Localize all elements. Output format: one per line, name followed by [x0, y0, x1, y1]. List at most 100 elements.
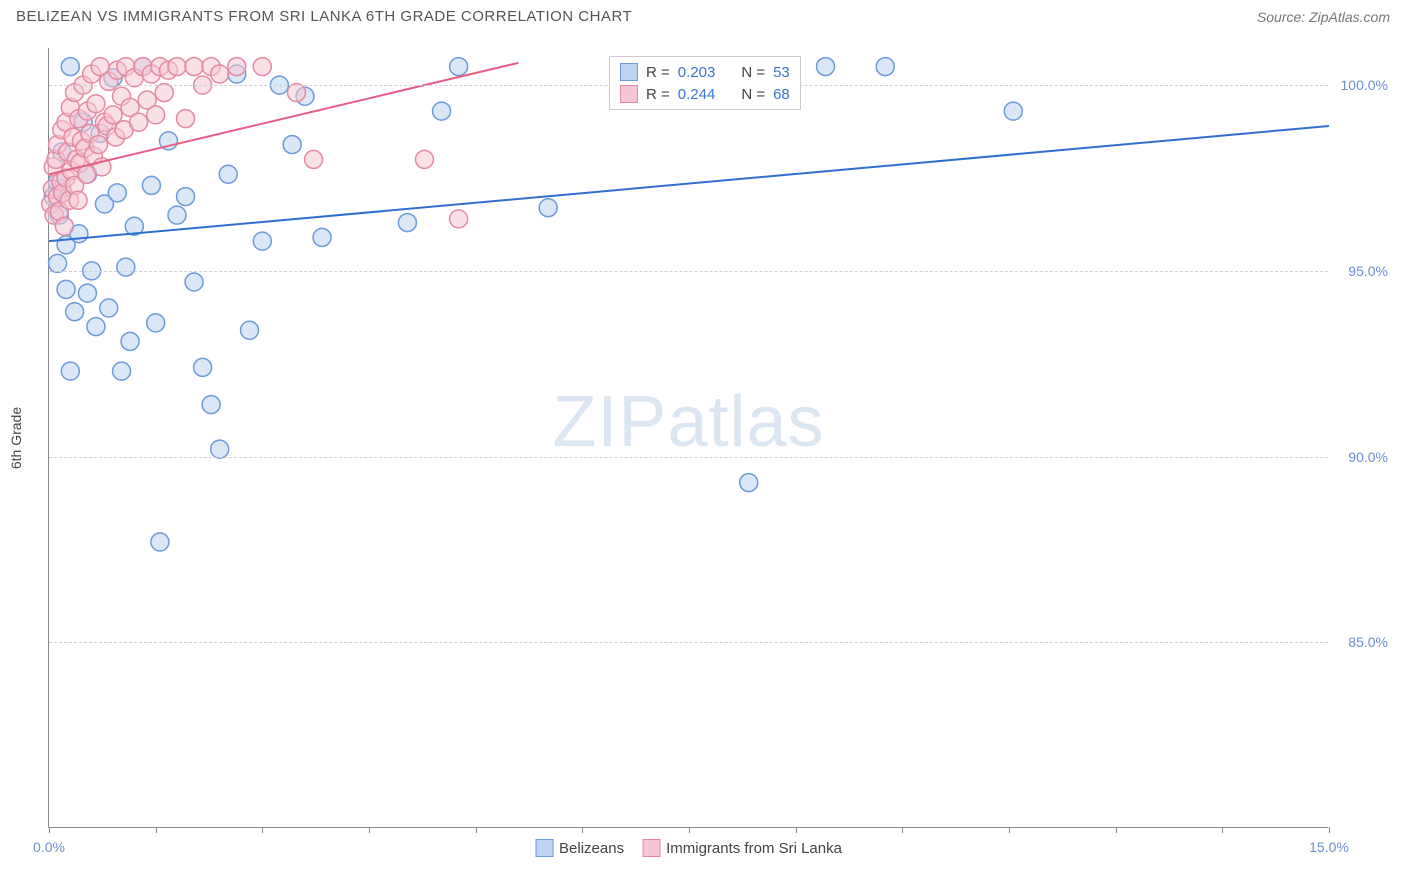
x-tick-label: 15.0% [1309, 839, 1349, 855]
legend-swatch [620, 85, 638, 103]
legend-swatch [535, 839, 553, 857]
scatter-point [185, 273, 203, 291]
x-tick [902, 827, 903, 833]
x-tick [689, 827, 690, 833]
scatter-point [287, 84, 305, 102]
legend-series-item: Immigrants from Sri Lanka [642, 839, 842, 857]
x-tick [49, 827, 50, 833]
scatter-point [185, 58, 203, 76]
scatter-point [168, 58, 186, 76]
scatter-point [142, 176, 160, 194]
y-tick-label: 90.0% [1333, 449, 1388, 465]
y-tick-label: 100.0% [1333, 77, 1388, 93]
plot-area: ZIPatlas 85.0%90.0%95.0%100.0%0.0%15.0%R… [48, 48, 1328, 828]
scatter-point [57, 280, 75, 298]
scatter-point [450, 210, 468, 228]
scatter-point [87, 318, 105, 336]
scatter-point [219, 165, 237, 183]
scatter-point [415, 150, 433, 168]
scatter-point [740, 474, 758, 492]
legend-series: Belizeans Immigrants from Sri Lanka [535, 839, 842, 857]
scatter-point [283, 136, 301, 154]
x-tick [1009, 827, 1010, 833]
scatter-point [177, 110, 195, 128]
scatter-point [87, 95, 105, 113]
legend-r-value: 0.244 [678, 86, 716, 103]
y-axis-label: 6th Grade [8, 407, 24, 469]
scatter-point [305, 150, 323, 168]
x-tick [796, 827, 797, 833]
x-tick [476, 827, 477, 833]
x-tick-label: 0.0% [33, 839, 65, 855]
scatter-point [147, 106, 165, 124]
scatter-point [817, 58, 835, 76]
legend-n-value: 53 [773, 64, 790, 81]
trend-line [49, 126, 1329, 241]
scatter-point [211, 440, 229, 458]
legend-row: R = 0.203 N = 53 [620, 61, 790, 83]
scatter-point [253, 232, 271, 250]
scatter-point [69, 191, 87, 209]
gridline-h [49, 642, 1328, 643]
scatter-point [61, 58, 79, 76]
chart-container: 6th Grade ZIPatlas 85.0%90.0%95.0%100.0%… [48, 48, 1388, 828]
scatter-point [177, 188, 195, 206]
scatter-point [876, 58, 894, 76]
scatter-point [211, 65, 229, 83]
x-tick [262, 827, 263, 833]
scatter-point [100, 299, 118, 317]
chart-svg [49, 48, 1329, 828]
y-tick-label: 85.0% [1333, 634, 1388, 650]
legend-n-label: N = [741, 86, 765, 103]
scatter-point [61, 362, 79, 380]
scatter-point [66, 303, 84, 321]
legend-series-label: Belizeans [559, 840, 624, 857]
legend-r-value: 0.203 [678, 64, 716, 81]
scatter-point [130, 113, 148, 131]
scatter-point [202, 396, 220, 414]
gridline-h [49, 457, 1328, 458]
scatter-point [108, 184, 126, 202]
scatter-point [113, 362, 131, 380]
legend-n-value: 68 [773, 86, 790, 103]
x-tick [1222, 827, 1223, 833]
x-tick [1329, 827, 1330, 833]
source-attribution: Source: ZipAtlas.com [1257, 9, 1390, 25]
scatter-point [117, 258, 135, 276]
scatter-point [55, 217, 73, 235]
scatter-point [147, 314, 165, 332]
legend-row: R = 0.244 N = 68 [620, 83, 790, 105]
scatter-point [433, 102, 451, 120]
legend-r-label: R = [646, 64, 670, 81]
scatter-point [253, 58, 271, 76]
legend-n-label: N = [741, 64, 765, 81]
legend-r-label: R = [646, 86, 670, 103]
y-tick-label: 95.0% [1333, 263, 1388, 279]
scatter-point [539, 199, 557, 217]
scatter-point [155, 84, 173, 102]
scatter-point [1004, 102, 1022, 120]
legend-swatch [642, 839, 660, 857]
scatter-point [104, 106, 122, 124]
scatter-point [228, 58, 246, 76]
scatter-point [313, 228, 331, 246]
scatter-point [398, 214, 416, 232]
scatter-point [194, 358, 212, 376]
scatter-point [241, 321, 259, 339]
x-tick [582, 827, 583, 833]
x-tick [1116, 827, 1117, 833]
legend-series-label: Immigrants from Sri Lanka [666, 840, 842, 857]
scatter-point [89, 136, 107, 154]
scatter-point [121, 332, 139, 350]
chart-title: BELIZEAN VS IMMIGRANTS FROM SRI LANKA 6T… [16, 8, 632, 25]
scatter-point [168, 206, 186, 224]
legend-series-item: Belizeans [535, 839, 624, 857]
x-tick [369, 827, 370, 833]
x-tick [156, 827, 157, 833]
header: BELIZEAN VS IMMIGRANTS FROM SRI LANKA 6T… [0, 0, 1406, 29]
scatter-point [151, 533, 169, 551]
gridline-h [49, 271, 1328, 272]
scatter-point [450, 58, 468, 76]
legend-swatch [620, 63, 638, 81]
legend-correlation-box: R = 0.203 N = 53 R = 0.244 N = 68 [609, 56, 801, 110]
